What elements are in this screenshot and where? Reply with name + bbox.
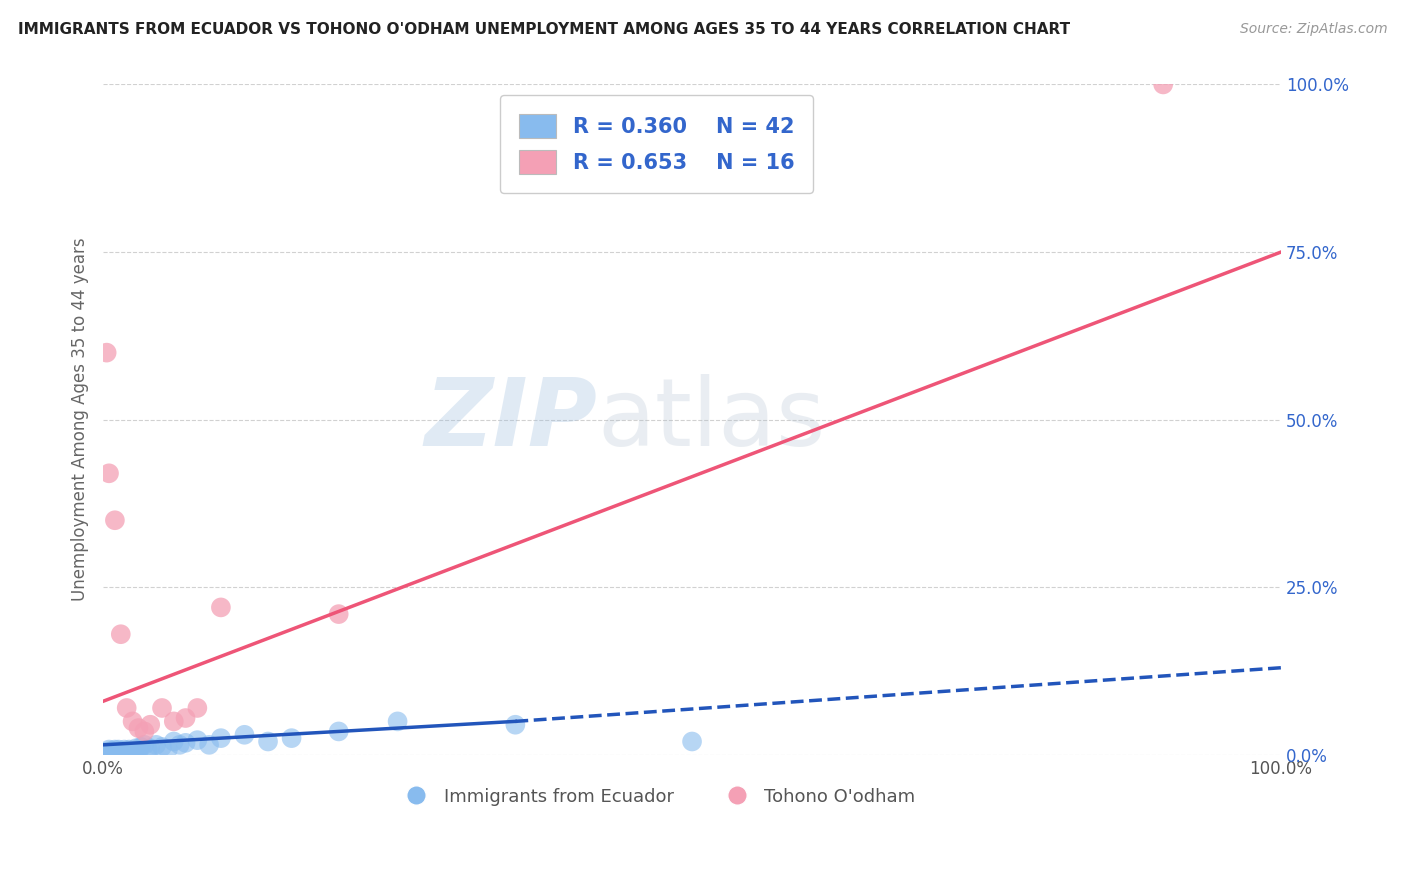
Point (328, 724, 350, 739)
Point (112, 746, 135, 760)
Point (110, 744, 132, 758)
Point (145, 738, 167, 752)
Text: Source: ZipAtlas.com: Source: ZipAtlas.com (1240, 22, 1388, 37)
Point (127, 721, 149, 735)
Point (107, 742, 129, 756)
Point (150, 701, 173, 715)
Text: IMMIGRANTS FROM ECUADOR VS TOHONO O'ODHAM UNEMPLOYMENT AMONG AGES 35 TO 44 YEARS: IMMIGRANTS FROM ECUADOR VS TOHONO O'ODHA… (18, 22, 1070, 37)
Point (257, 734, 280, 748)
Point (186, 701, 208, 715)
Point (209, 600, 232, 615)
Point (1152, 78, 1174, 92)
Point (110, 627, 132, 641)
Point (174, 736, 197, 750)
Point (198, 738, 221, 752)
Point (387, 714, 409, 729)
Point (139, 717, 162, 731)
Point (118, 742, 141, 756)
Point (115, 701, 138, 715)
Point (104, 513, 127, 527)
Point (127, 745, 149, 759)
Point (150, 739, 173, 754)
Point (136, 742, 159, 756)
Point (98, 467, 121, 481)
Point (186, 733, 208, 747)
Point (174, 711, 197, 725)
Point (163, 734, 186, 748)
Point (169, 738, 191, 752)
Point (129, 739, 152, 754)
Point (280, 731, 302, 746)
Point (101, 746, 124, 760)
Point (139, 741, 162, 756)
Point (134, 738, 156, 752)
Point (134, 724, 156, 739)
Point (115, 745, 138, 759)
Point (122, 746, 145, 760)
Point (96, 745, 118, 759)
Point (505, 717, 527, 731)
Point (103, 745, 125, 759)
Point (121, 714, 143, 729)
Point (94, 746, 117, 760)
Point (108, 745, 131, 759)
Point (233, 728, 256, 742)
Point (681, 734, 703, 748)
Point (209, 731, 232, 746)
Point (98, 745, 121, 759)
Point (98, 742, 121, 756)
Point (328, 607, 350, 621)
Point (105, 745, 128, 759)
Point (120, 745, 142, 759)
Text: atlas: atlas (598, 374, 827, 466)
Legend: Immigrants from Ecuador, Tohono O'odham: Immigrants from Ecuador, Tohono O'odham (391, 780, 922, 813)
Point (104, 742, 127, 756)
Point (96, 345, 118, 359)
Point (100, 744, 122, 758)
Point (105, 746, 128, 760)
Point (156, 742, 179, 756)
Point (163, 714, 186, 729)
Point (125, 741, 148, 756)
Point (112, 742, 135, 756)
Point (111, 745, 134, 759)
Text: ZIP: ZIP (425, 374, 598, 466)
Y-axis label: Unemployment Among Ages 35 to 44 years: Unemployment Among Ages 35 to 44 years (72, 238, 89, 601)
